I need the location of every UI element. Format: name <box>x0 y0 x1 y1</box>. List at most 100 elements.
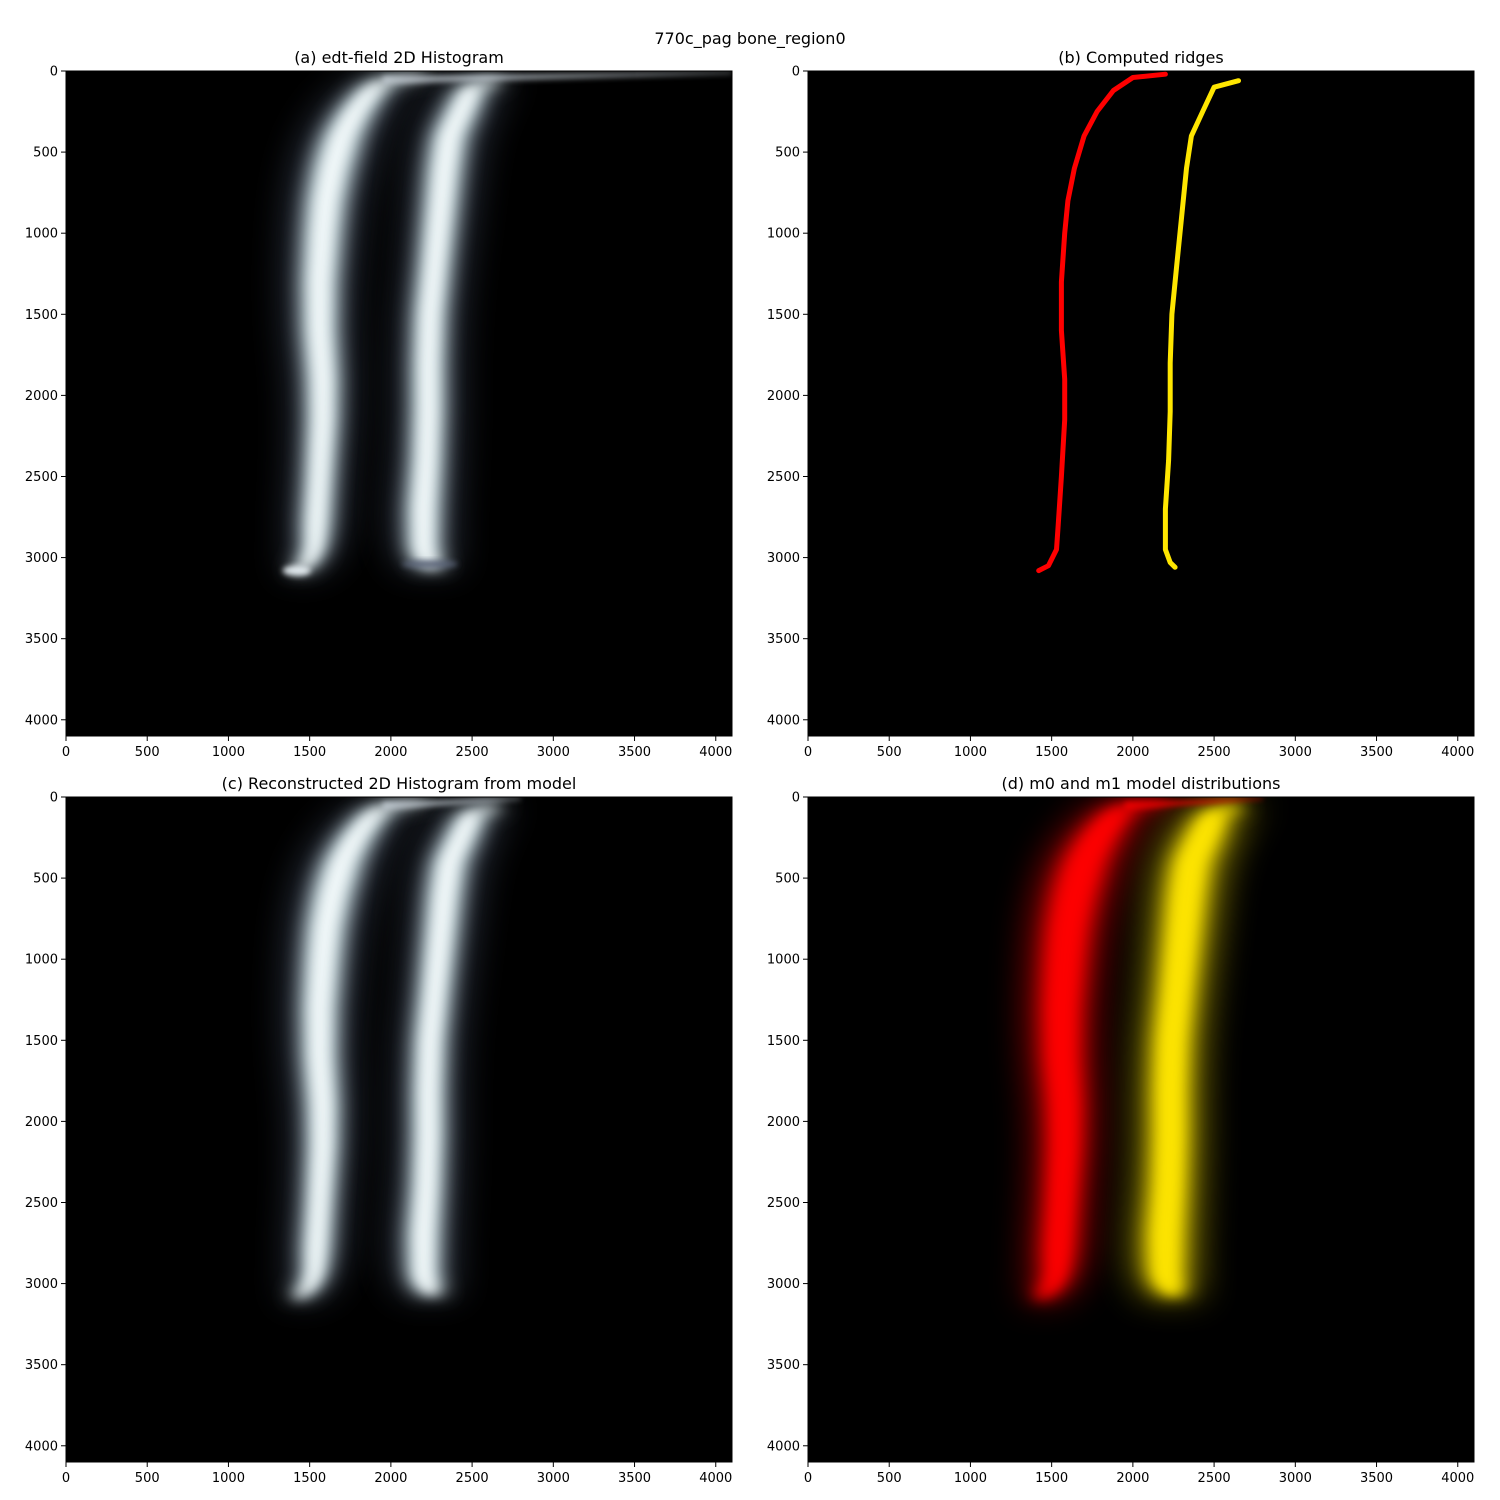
panel-b: (b) Computed ridges 0 500 1000 1500 2000 2500 3… <box>767 48 1475 760</box>
panel-b-background <box>808 71 1474 736</box>
x-tick-label: 1000 <box>954 1471 987 1486</box>
top-streak <box>382 71 732 84</box>
x-tick-label: 1000 <box>954 745 987 760</box>
x-tick-label: 3500 <box>618 1471 651 1486</box>
y-tick-label: 0 <box>50 791 58 806</box>
y-tick-label: 1000 <box>767 227 800 242</box>
x-tick-label: 500 <box>135 1471 160 1486</box>
panel-c: (c) Reconstructed 2D Histogram from mode… <box>25 774 733 1486</box>
ridge-m0-line <box>1036 71 1168 574</box>
bottom-blob-0 <box>282 565 311 576</box>
y-tick-label: 4000 <box>25 713 58 728</box>
y-tick-label: 2500 <box>767 470 800 485</box>
y-tick-label: 0 <box>50 65 58 80</box>
y-tick-label: 3500 <box>25 632 58 647</box>
panel-b-title: (b) Computed ridges <box>1058 48 1223 67</box>
y-tick-label: 1500 <box>25 308 58 323</box>
x-tick-label: 1000 <box>212 1471 245 1486</box>
x-tick-label: 2500 <box>1198 1471 1231 1486</box>
top-streak <box>1124 797 1263 810</box>
y-tick-label: 2500 <box>767 1196 800 1211</box>
x-tick-label: 0 <box>804 1471 812 1486</box>
x-tick-label: 1000 <box>212 745 245 760</box>
x-tick-label: 1500 <box>1035 745 1068 760</box>
x-tick-label: 3000 <box>537 1471 570 1486</box>
x-tick-label: 1500 <box>293 1471 326 1486</box>
y-tick-label: 3000 <box>25 551 58 566</box>
ridge-m1-line <box>1162 78 1241 570</box>
x-tick-label: 0 <box>62 1471 70 1486</box>
y-tick-label: 2500 <box>25 470 58 485</box>
panel-b-frame <box>807 70 1475 737</box>
x-tick-label: 2500 <box>1198 745 1231 760</box>
density-core-0 <box>290 74 432 571</box>
panel-d-title: (d) m0 and m1 model distributions <box>1001 774 1280 793</box>
x-tick-label: 500 <box>877 1471 902 1486</box>
panel-c-title: (c) Reconstructed 2D Histogram from mode… <box>222 774 577 793</box>
y-tick-label: 1500 <box>767 308 800 323</box>
panel-b-image <box>1036 71 1241 574</box>
x-tick-label: 4000 <box>699 1471 732 1486</box>
y-tick-label: 3000 <box>25 1277 58 1292</box>
panel-d-image <box>1017 797 1269 1297</box>
y-tick-label: 4000 <box>25 1439 58 1454</box>
x-tick-label: 2500 <box>456 745 489 760</box>
panel-a: (a) edt-field 2D Histogram 0 500 1000 1500 20… <box>25 48 733 760</box>
density-core-1 <box>414 80 505 568</box>
panel-a-image <box>275 71 732 576</box>
panel-d: (d) m0 and m1 model distributions 0 500 100… <box>767 774 1475 1486</box>
y-tick-label: 0 <box>792 65 800 80</box>
y-tick-label: 1000 <box>25 227 58 242</box>
y-tick-label: 1500 <box>767 1034 800 1049</box>
panel-c-image <box>275 797 527 1297</box>
figure-suptitle: 770c_pag bone_region0 <box>654 29 845 49</box>
x-tick-label: 3000 <box>1279 1471 1312 1486</box>
y-tick-label: 2000 <box>25 1115 58 1130</box>
density-core-0 <box>290 800 432 1297</box>
x-tick-label: 4000 <box>699 745 732 760</box>
y-tick-label: 500 <box>33 146 58 161</box>
density-core-1 <box>1156 806 1247 1294</box>
density-core-1 <box>414 806 505 1294</box>
panel-a-title: (a) edt-field 2D Histogram <box>294 48 504 67</box>
x-tick-label: 2000 <box>1116 1471 1149 1486</box>
bottom-blob-1 <box>401 560 458 569</box>
density-core-0 <box>1032 800 1174 1297</box>
x-tick-label: 3500 <box>1360 1471 1393 1486</box>
y-tick-label: 3500 <box>25 1358 58 1373</box>
x-tick-label: 4000 <box>1441 745 1474 760</box>
x-tick-label: 2000 <box>374 745 407 760</box>
x-tick-label: 500 <box>135 745 160 760</box>
x-tick-label: 500 <box>877 745 902 760</box>
y-tick-label: 500 <box>775 872 800 887</box>
x-tick-label: 0 <box>804 745 812 760</box>
panel-a-frame <box>65 70 733 737</box>
panel-d-frame <box>807 796 1475 1463</box>
y-tick-label: 2000 <box>767 389 800 404</box>
x-tick-label: 3500 <box>618 745 651 760</box>
x-tick-label: 1500 <box>1035 1471 1068 1486</box>
y-tick-label: 4000 <box>767 1439 800 1454</box>
y-tick-label: 3000 <box>767 1277 800 1292</box>
x-tick-label: 3000 <box>537 745 570 760</box>
y-tick-label: 0 <box>792 791 800 806</box>
top-streak <box>382 797 521 810</box>
y-tick-label: 3500 <box>767 1358 800 1373</box>
x-tick-label: 2000 <box>1116 745 1149 760</box>
y-tick-label: 500 <box>775 146 800 161</box>
x-tick-label: 2000 <box>374 1471 407 1486</box>
y-tick-label: 3500 <box>767 632 800 647</box>
y-tick-label: 500 <box>33 872 58 887</box>
panel-c-frame <box>65 796 733 1463</box>
y-tick-label: 4000 <box>767 713 800 728</box>
x-tick-label: 2500 <box>456 1471 489 1486</box>
y-tick-label: 3000 <box>767 551 800 566</box>
panels-layer: (a) edt-field 2D Histogram 0 500 1000 1500 20… <box>25 48 1475 1486</box>
y-tick-label: 2000 <box>767 1115 800 1130</box>
x-tick-label: 3500 <box>1360 745 1393 760</box>
y-tick-label: 1000 <box>25 953 58 968</box>
y-tick-label: 2000 <box>25 389 58 404</box>
x-tick-label: 3000 <box>1279 745 1312 760</box>
y-tick-label: 2500 <box>25 1196 58 1211</box>
